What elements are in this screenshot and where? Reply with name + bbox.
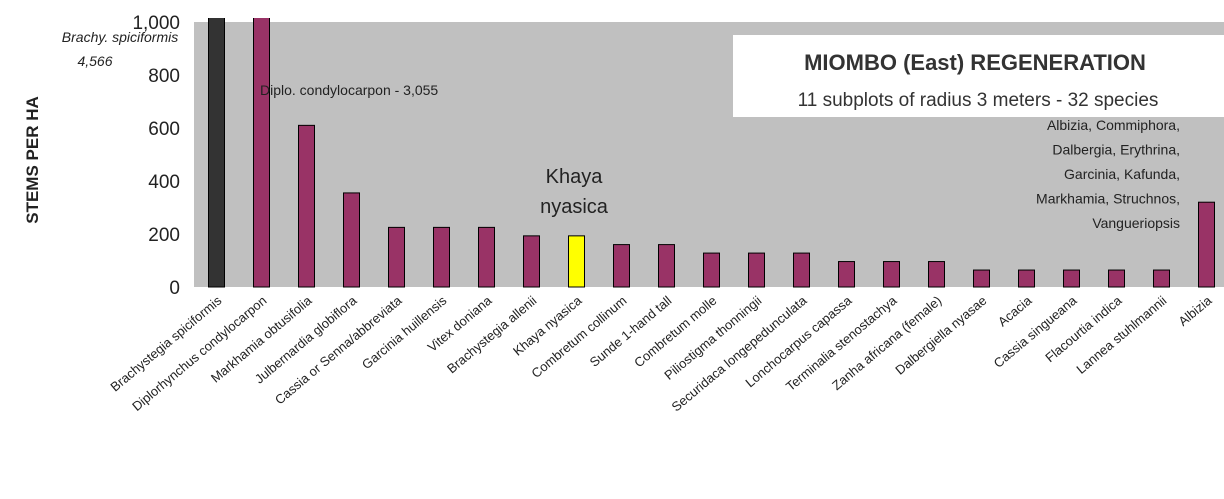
bar (343, 192, 360, 288)
bar (208, 18, 225, 288)
x-tick-label: Acacia (995, 292, 1035, 329)
y-axis-label: STEMS PER HA (23, 96, 42, 224)
bar (298, 124, 315, 288)
bar (478, 226, 495, 288)
annotation: Markhamia, Struchnos, (1036, 191, 1180, 207)
bar (1018, 269, 1035, 288)
bar (838, 261, 855, 288)
bars (208, 18, 1215, 288)
annotation: Brachy. spiciformis (62, 29, 178, 45)
x-tick-label: Cassia singueana (991, 292, 1080, 370)
annotation: Albizia, Commiphora, (1047, 117, 1180, 133)
bar (568, 235, 585, 288)
bar (613, 244, 630, 288)
annotation: Diplo. condylocarpon - 3,055 (260, 82, 438, 98)
y-tick-label: 600 (148, 119, 180, 140)
annotation: Khaya (546, 166, 604, 188)
bar (883, 261, 900, 288)
chart-title: MIOMBO (East) REGENERATION (804, 50, 1146, 75)
annotation: nyasica (540, 196, 609, 218)
annotation: Vangueriopsis (1092, 215, 1180, 231)
y-tick-label: 800 (148, 66, 180, 87)
bar (388, 226, 405, 288)
title-box (733, 35, 1224, 117)
x-tick-label: Garcinia huillensis (359, 292, 450, 372)
bar (793, 252, 810, 288)
bar (973, 269, 990, 288)
annotation-group: Albizia, Commiphora, Dalbergia, Erythrina… (1036, 117, 1180, 231)
bar (658, 244, 675, 288)
y-tick-label: 0 (169, 278, 180, 299)
y-tick-label: 400 (148, 172, 180, 193)
bar (703, 252, 720, 288)
x-tick-label: Flacourtia indica (1042, 292, 1125, 365)
bar (253, 18, 270, 288)
bar (1198, 201, 1215, 288)
y-tick-label: 1,000 (132, 13, 180, 34)
bar (1108, 269, 1125, 288)
bar (1063, 269, 1080, 288)
bar (928, 261, 945, 288)
bar (748, 252, 765, 288)
bar (433, 226, 450, 288)
x-tick-label: Albizia (1175, 292, 1215, 329)
bar (1153, 269, 1170, 288)
bar (523, 235, 540, 288)
annotation: Garcinia, Kafunda, (1064, 166, 1180, 182)
y-tick-label: 200 (148, 225, 180, 246)
annotation: Dalbergia, Erythrina, (1052, 142, 1180, 158)
chart-subtitle: 11 subplots of radius 3 meters - 32 spec… (798, 90, 1159, 111)
annotation: 4,566 (77, 53, 112, 69)
